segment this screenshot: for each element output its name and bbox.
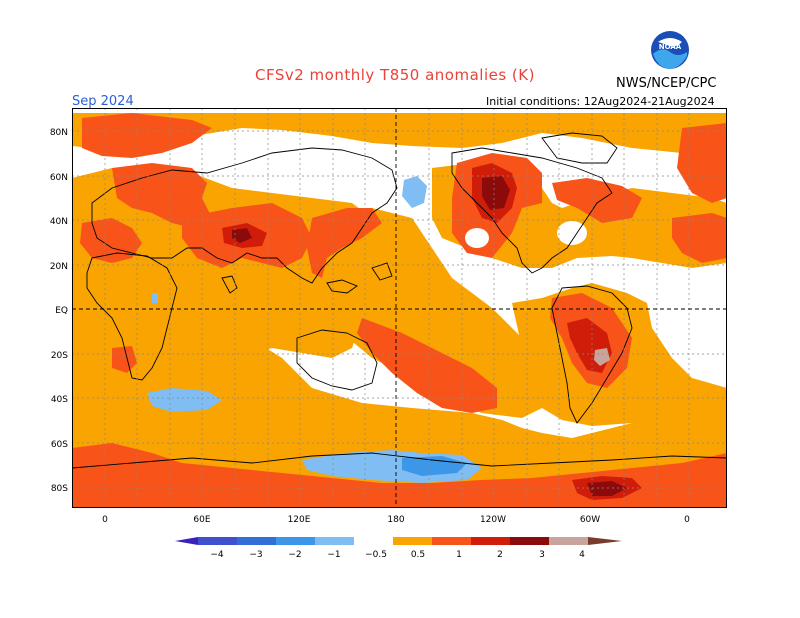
axis-labels: 80N 60N 40N 20N EQ 20S 40S 60S 80S 0 60E… xyxy=(50,128,690,525)
lon-label: 60W xyxy=(580,515,600,525)
legend-swatch xyxy=(393,537,432,545)
org-label: NWS/NCEP/CPC xyxy=(616,76,717,91)
lat-label: 40N xyxy=(50,217,68,227)
legend-tick: −1 xyxy=(327,550,340,560)
legend-swatch xyxy=(549,537,588,545)
legend-tick: 3 xyxy=(539,550,545,560)
legend-swatch xyxy=(432,537,471,545)
anomaly-extreme-region xyxy=(594,348,610,366)
color-legend: −4 −3 −2 −1 −0.5 0.5 1 2 3 4 xyxy=(175,537,622,560)
initial-conditions: Initial conditions: 12Aug2024-21Aug2024 xyxy=(486,95,715,108)
anomaly-map xyxy=(72,108,727,508)
lat-label: 20S xyxy=(51,351,68,361)
logo-text: NOAA xyxy=(659,43,682,51)
legend-swatch xyxy=(198,537,237,545)
lon-label: 120W xyxy=(480,515,506,525)
legend-swatch xyxy=(588,537,622,545)
legend-tick: −0.5 xyxy=(365,550,387,560)
noaa-logo: NOAA xyxy=(650,30,690,70)
anomaly-negative-regions xyxy=(147,176,482,483)
legend-swatch xyxy=(354,537,393,545)
lat-label: 80S xyxy=(51,484,68,494)
anomaly-max-regions xyxy=(232,176,627,496)
lat-label: 20N xyxy=(50,262,68,272)
chart-title: CFSv2 monthly T850 anomalies (K) xyxy=(255,66,535,84)
lon-label: 180 xyxy=(387,515,404,525)
legend-swatch xyxy=(315,537,354,545)
legend-swatch xyxy=(237,537,276,545)
legend-swatch xyxy=(276,537,315,545)
legend-swatch xyxy=(175,537,198,545)
lat-label: 80N xyxy=(50,128,68,138)
lon-label: 0 xyxy=(102,515,108,525)
lat-label: 40S xyxy=(51,395,68,405)
graticule xyxy=(72,108,727,508)
lon-label: 60E xyxy=(193,515,210,525)
legend-tick: 0.5 xyxy=(411,550,425,560)
forecast-month: Sep 2024 xyxy=(72,94,134,109)
coastlines xyxy=(72,132,727,469)
legend-tick: −4 xyxy=(210,550,224,560)
legend-tick: −3 xyxy=(249,550,262,560)
lat-label: 60S xyxy=(51,440,68,450)
legend-tick: 2 xyxy=(497,550,503,560)
lon-label: 120E xyxy=(288,515,311,525)
legend-tick: 1 xyxy=(456,550,462,560)
lat-label: EQ xyxy=(55,306,68,316)
lon-label: 0 xyxy=(684,515,690,525)
legend-swatch xyxy=(510,537,549,545)
legend-tick: 4 xyxy=(579,550,585,560)
legend-swatch xyxy=(471,537,510,545)
lat-label: 60N xyxy=(50,173,68,183)
legend-tick: −2 xyxy=(288,550,301,560)
